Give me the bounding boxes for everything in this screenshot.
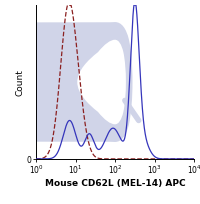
Y-axis label: Count: Count bbox=[16, 69, 25, 96]
Ellipse shape bbox=[77, 41, 126, 125]
Ellipse shape bbox=[0, 23, 133, 142]
X-axis label: Mouse CD62L (MEL-14) APC: Mouse CD62L (MEL-14) APC bbox=[45, 178, 185, 187]
